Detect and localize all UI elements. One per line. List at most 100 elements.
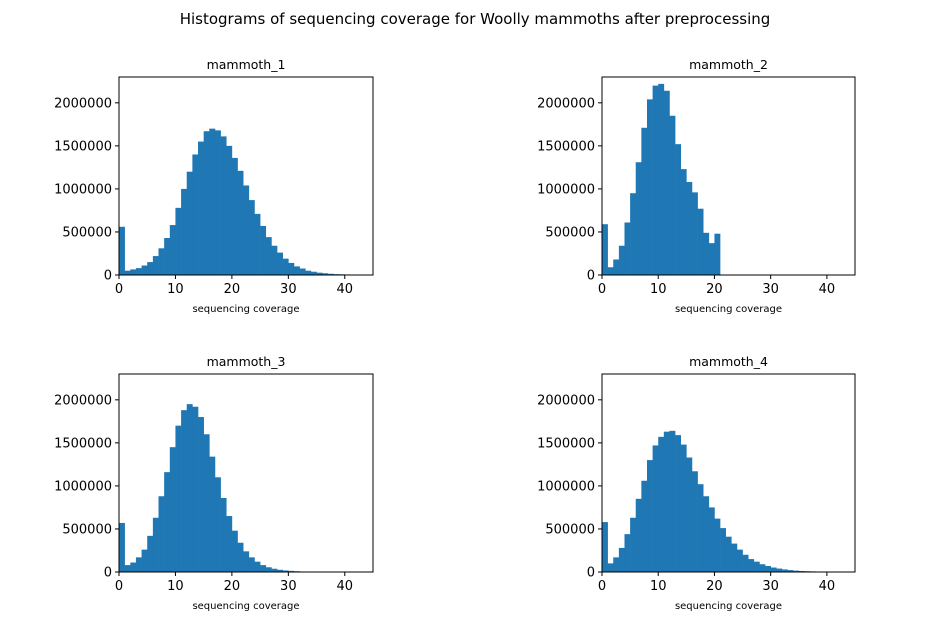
bar [669, 115, 676, 276]
x-tick-label: 30 [762, 282, 779, 297]
bar [787, 570, 794, 572]
bar [624, 222, 631, 275]
bar [186, 404, 193, 572]
y-tick-label: 500000 [62, 225, 112, 240]
bar [602, 224, 608, 275]
bar [613, 259, 620, 275]
bar [220, 136, 227, 275]
y-tick-label: 2000000 [54, 96, 112, 111]
bar [759, 564, 766, 572]
x-tick-label: 0 [115, 282, 123, 297]
bar [169, 447, 176, 572]
bar [697, 208, 704, 275]
bar [686, 182, 693, 275]
panel-mammoth-3: 0 10 20 30 40 0 500000 1000000 1500000 2000000 mam… [54, 354, 374, 612]
bar [152, 256, 159, 275]
bar [607, 267, 614, 275]
bar [175, 425, 182, 572]
bar [714, 233, 721, 275]
bar [675, 435, 682, 572]
bar [147, 262, 154, 275]
bar [119, 522, 125, 572]
bar [691, 471, 698, 572]
bar [119, 226, 125, 275]
y-tick-label: 0 [587, 566, 595, 581]
y-tick-label: 2000000 [54, 393, 112, 408]
bar [237, 170, 244, 275]
bar [231, 530, 238, 572]
bar [130, 269, 137, 275]
x-tick-label: 20 [706, 579, 723, 594]
panel-title: mammoth_4 [689, 354, 768, 369]
figure-title: Histograms of sequencing coverage for Wo… [180, 10, 771, 28]
bar [618, 245, 625, 275]
bar [731, 543, 738, 572]
bar [169, 225, 176, 275]
bar [164, 237, 171, 275]
x-axis-label: sequencing coverage [675, 601, 782, 612]
bar [663, 431, 670, 572]
bar [781, 569, 788, 572]
x-tick-label: 20 [224, 282, 241, 297]
bar [776, 568, 783, 572]
bar [680, 169, 687, 275]
x-tick-label: 40 [337, 282, 354, 297]
bar [277, 252, 283, 275]
bar [652, 445, 659, 572]
bar [697, 484, 704, 572]
bar [271, 245, 278, 275]
bar [265, 237, 272, 275]
bar [641, 480, 648, 572]
bar [214, 130, 221, 275]
x-tick-label: 10 [167, 282, 184, 297]
x-tick-label: 10 [650, 579, 667, 594]
bar [613, 557, 620, 572]
bar [192, 154, 199, 275]
bar [658, 83, 665, 275]
bar [198, 141, 204, 275]
bar [607, 563, 614, 572]
bar [147, 535, 154, 572]
bar [310, 271, 317, 275]
bar [158, 248, 165, 275]
bar [765, 565, 771, 572]
bar [271, 568, 278, 572]
y-tick-label: 500000 [62, 522, 112, 537]
bar [175, 207, 182, 275]
bar [209, 128, 216, 275]
bar [282, 570, 289, 572]
x-tick-label: 30 [280, 579, 297, 594]
bar [624, 534, 631, 572]
bar [322, 273, 329, 275]
bar [158, 496, 165, 572]
bar [793, 570, 800, 572]
bar [305, 270, 312, 275]
bar [220, 497, 227, 572]
bar [248, 200, 255, 275]
y-tick-label: 500000 [545, 225, 595, 240]
y-tick-label: 1500000 [54, 139, 112, 154]
y-tick-label: 1000000 [537, 182, 595, 197]
bar [680, 444, 687, 572]
bar [248, 557, 255, 572]
axes-frame [601, 76, 856, 276]
bar [277, 569, 283, 572]
bar [652, 85, 659, 275]
bar [669, 430, 676, 572]
bar [254, 213, 261, 275]
bar [748, 559, 755, 572]
y-tick-label: 1000000 [54, 479, 112, 494]
bar [226, 145, 233, 275]
bar [141, 549, 148, 572]
x-tick-label: 0 [115, 579, 123, 594]
bar [708, 243, 715, 275]
bar [736, 549, 743, 572]
panel-mammoth-2: 0 10 20 30 40 0 500000 1000000 1500000 2000000 mam… [537, 57, 856, 315]
bar [770, 567, 777, 572]
y-tick-label: 1000000 [537, 479, 595, 494]
y-tick-label: 1500000 [537, 139, 595, 154]
bar [124, 270, 131, 275]
bar [282, 258, 289, 275]
bars [602, 83, 721, 276]
